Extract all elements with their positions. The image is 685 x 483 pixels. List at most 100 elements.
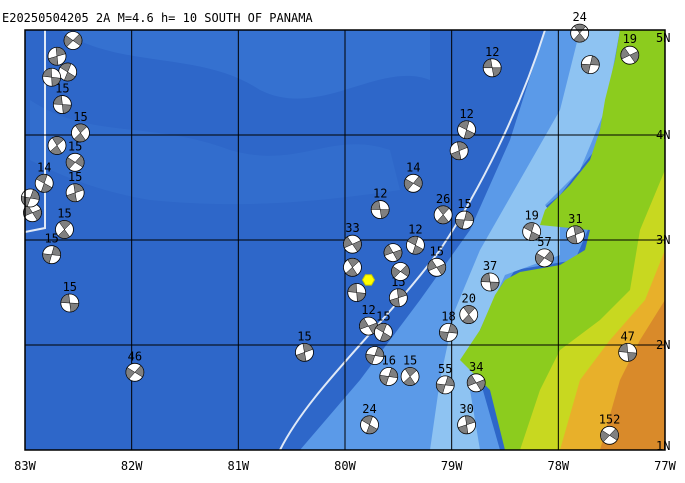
- compression-quadrant: [343, 236, 353, 249]
- compression-quadrant: [361, 415, 373, 426]
- focal-mechanism: [580, 55, 600, 75]
- compression-quadrant: [42, 253, 52, 264]
- focal-mechanism: [20, 188, 40, 208]
- compression-quadrant: [465, 415, 476, 426]
- compression-quadrant: [475, 379, 486, 391]
- compression-quadrant: [573, 32, 586, 43]
- compression-quadrant: [302, 343, 314, 353]
- lon-label: 82W: [121, 459, 143, 473]
- focal-mechanism: [65, 152, 85, 172]
- compression-quadrant: [462, 314, 475, 324]
- focal-mechanism: [391, 262, 410, 281]
- compression-quadrant: [370, 200, 381, 210]
- compression-quadrant: [392, 249, 403, 261]
- depth-label: 15: [430, 244, 444, 258]
- compression-quadrant: [403, 376, 416, 386]
- focal-mechanism: [42, 67, 62, 87]
- depth-label: 12: [408, 222, 422, 236]
- compression-quadrant: [379, 332, 392, 342]
- lat-label: 4N: [656, 128, 670, 142]
- compression-quadrant: [345, 266, 358, 277]
- compression-quadrant: [439, 331, 449, 342]
- focal-mechanism: [373, 322, 393, 342]
- compression-quadrant: [42, 67, 52, 78]
- compression-quadrant: [404, 367, 417, 377]
- depth-label: 16: [382, 354, 396, 368]
- depth-label: 20: [462, 292, 476, 306]
- compression-quadrant: [448, 323, 458, 334]
- focal-mechanism: [65, 183, 85, 203]
- compression-quadrant: [581, 63, 591, 74]
- compression-quadrant: [523, 222, 535, 232]
- compression-quadrant: [73, 132, 86, 143]
- compression-quadrant: [573, 23, 587, 34]
- compression-quadrant: [437, 205, 450, 216]
- depth-label: 15: [376, 309, 390, 323]
- compression-quadrant: [48, 55, 59, 66]
- compression-quadrant: [356, 292, 366, 302]
- depth-label: 14: [406, 160, 420, 174]
- compression-quadrant: [365, 353, 376, 365]
- compression-quadrant: [51, 136, 65, 146]
- bathymetry: [60, 30, 430, 99]
- compression-quadrant: [21, 196, 31, 207]
- depth-label: 31: [568, 212, 582, 226]
- focal-mechanism: [480, 272, 500, 292]
- map-title: E20250504205 2A M=4.6 h= 10 SOUTH OF PAN…: [2, 11, 313, 25]
- compression-quadrant: [379, 209, 390, 219]
- depth-label: 33: [345, 221, 359, 235]
- compression-quadrant: [53, 95, 63, 105]
- depth-label: 14: [37, 160, 51, 174]
- depth-label: 15: [63, 280, 77, 294]
- compression-quadrant: [66, 192, 77, 202]
- compression-quadrant: [65, 157, 76, 170]
- compression-quadrant: [480, 272, 491, 283]
- compression-quadrant: [528, 231, 541, 241]
- compression-quadrant: [436, 263, 446, 276]
- compression-quadrant: [374, 346, 385, 358]
- lon-label: 78W: [547, 459, 569, 473]
- compression-quadrant: [74, 155, 85, 168]
- trench-line: [279, 29, 546, 451]
- focal-mechanism: [23, 203, 42, 223]
- focal-mechanism: [403, 173, 423, 193]
- compression-quadrant: [450, 150, 462, 160]
- focal-mechanism: [360, 415, 379, 435]
- depth-label: 15: [68, 170, 82, 184]
- compression-quadrant: [29, 189, 40, 200]
- compression-quadrant: [383, 244, 394, 256]
- focal-mechanism: [347, 283, 367, 302]
- compression-quadrant: [456, 141, 468, 152]
- focal-mechanism: [439, 322, 458, 342]
- focal-mechanism: [482, 58, 502, 78]
- focal-mechanism: [383, 243, 403, 263]
- depth-label: 15: [57, 207, 71, 221]
- compression-quadrant: [352, 240, 362, 252]
- compression-quadrant: [427, 259, 438, 272]
- compression-quadrant: [573, 225, 585, 236]
- focal-mechanism: [457, 120, 477, 140]
- compression-quadrant: [58, 220, 72, 230]
- boundary-line: [24, 30, 46, 233]
- compression-quadrant: [412, 244, 424, 255]
- focal-mechanism: [433, 205, 453, 225]
- focal-mechanism: [47, 136, 67, 155]
- depth-label: 57: [537, 235, 551, 249]
- compression-quadrant: [40, 182, 53, 193]
- focal-mechanism: [63, 31, 83, 50]
- bathymetry: [30, 100, 400, 205]
- depth-label: 19: [524, 209, 538, 223]
- compression-quadrant: [125, 367, 136, 380]
- depth-label: 55: [438, 362, 452, 376]
- focal-mechanism: [466, 373, 486, 393]
- lon-label: 81W: [227, 459, 249, 473]
- depth-label: 37: [483, 259, 497, 273]
- compression-quadrant: [566, 234, 578, 244]
- compression-quadrant: [466, 374, 477, 387]
- compression-quadrant: [464, 211, 474, 221]
- compression-quadrant: [51, 245, 61, 256]
- lon-label: 80W: [334, 459, 356, 473]
- focal-mechanism: [405, 235, 425, 255]
- depth-label: 15: [44, 232, 58, 246]
